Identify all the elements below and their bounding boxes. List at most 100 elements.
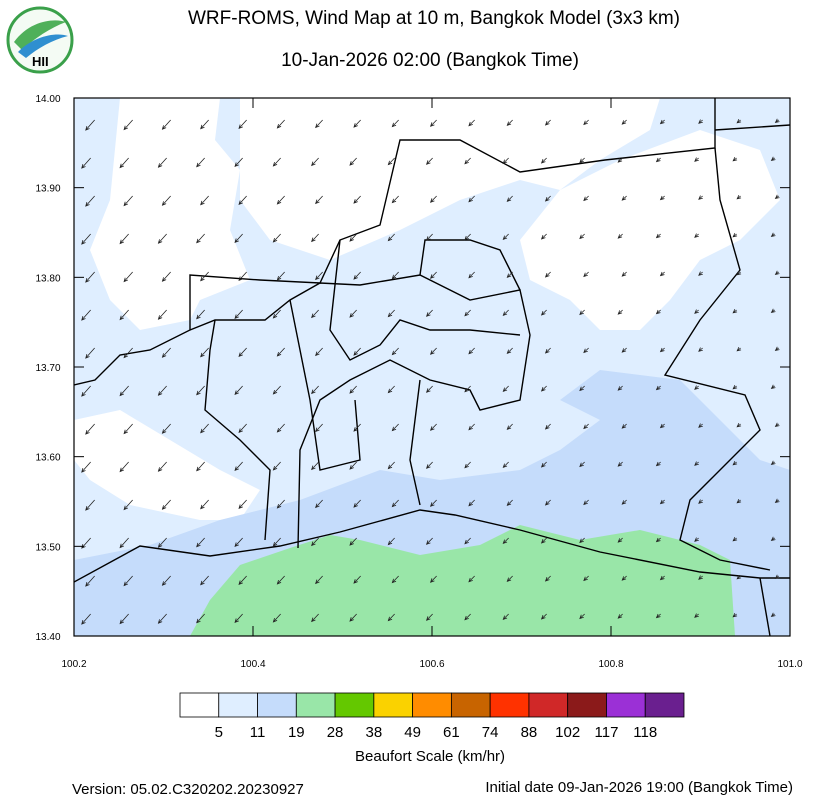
- wind-arrow: [238, 575, 247, 585]
- wind-arrow: [157, 613, 167, 624]
- wind-arrow: [732, 233, 738, 238]
- wind-arrow: [659, 347, 665, 353]
- wind-arrow: [540, 385, 547, 392]
- wind-arrow: [579, 309, 585, 316]
- wind-arrow: [85, 347, 95, 359]
- wind-arrow: [387, 233, 395, 242]
- colorbar-box: [644, 692, 685, 718]
- wind-arrow: [694, 537, 699, 542]
- wind-arrow: [430, 499, 437, 507]
- wind-arrow: [694, 613, 699, 618]
- wind-arrow: [391, 271, 399, 280]
- wind-arrow: [157, 309, 167, 320]
- wind-arrow: [502, 537, 509, 545]
- wind-arrow: [659, 423, 665, 429]
- wind-arrow: [238, 195, 247, 205]
- wind-arrow: [349, 537, 357, 546]
- wind-arrow: [196, 309, 205, 320]
- logo-text: HII: [32, 54, 49, 69]
- wind-arrow: [736, 575, 742, 580]
- wind-arrow: [502, 461, 509, 469]
- wind-arrow: [544, 499, 551, 506]
- wind-arrow: [238, 271, 247, 281]
- wind-arrow: [234, 461, 243, 471]
- wind-arrow: [353, 575, 361, 584]
- wind-arrow: [119, 233, 129, 245]
- wind-arrow: [157, 385, 167, 396]
- wind-arrow: [272, 461, 281, 471]
- wind-arrow: [234, 157, 243, 167]
- logo: HII: [6, 6, 74, 74]
- wind-arrow: [774, 346, 780, 351]
- wind-arrow: [196, 157, 205, 168]
- wind-arrow: [694, 309, 699, 314]
- colorbar-box: [450, 692, 491, 718]
- colorbar-label: 118: [633, 724, 657, 741]
- wind-arrow: [311, 613, 319, 623]
- colorbar-box: [412, 692, 452, 718]
- wind-arrow: [85, 423, 95, 435]
- wind-arrow: [468, 271, 475, 279]
- wind-arrow: [770, 460, 776, 465]
- wind-arrow: [736, 423, 742, 428]
- wind-arrow: [655, 157, 661, 163]
- wind-arrow: [698, 271, 703, 276]
- wind-arrow: [85, 119, 95, 131]
- y-tick-label: 13.60: [35, 453, 60, 464]
- wind-arrow: [161, 271, 171, 282]
- wind-arrow: [353, 347, 361, 356]
- wind-arrow: [770, 308, 776, 313]
- wind-arrow: [349, 157, 357, 166]
- wind-arrow: [391, 575, 399, 584]
- wind-arrow: [583, 119, 589, 126]
- wind-arrow: [238, 347, 247, 357]
- colorbar-box: [567, 692, 607, 718]
- wind-arrow: [540, 157, 547, 164]
- wind-arrow: [315, 575, 323, 585]
- wind-arrow: [426, 537, 433, 545]
- wind-arrow: [81, 157, 91, 169]
- colorbar-label: 19: [288, 724, 305, 741]
- wind-arrow: [655, 233, 661, 239]
- wind-arrow: [85, 575, 95, 587]
- wind-arrow: [468, 347, 475, 355]
- wind-arrow: [353, 423, 361, 432]
- wind-arrow: [276, 271, 285, 281]
- wind-arrow: [540, 613, 547, 620]
- wind-arrow: [387, 157, 395, 166]
- wind-arrow: [732, 309, 738, 314]
- colorbar-box: [295, 692, 336, 718]
- wind-arrow: [119, 613, 129, 625]
- wind-arrow: [119, 309, 129, 321]
- wind-arrow: [502, 385, 509, 393]
- wind-arrow: [161, 119, 171, 130]
- wind-arrow: [468, 575, 475, 583]
- wind-arrow: [464, 613, 471, 621]
- colorbar-label: 61: [443, 724, 460, 741]
- wind-arrow: [464, 461, 471, 469]
- wind-arrow: [391, 423, 399, 432]
- wind-arrow: [544, 195, 551, 202]
- y-tick-label: 13.90: [35, 184, 60, 195]
- x-tick-label: 100.2: [61, 659, 86, 670]
- wind-arrow: [391, 499, 399, 508]
- wind-arrow: [272, 613, 281, 623]
- wind-arrow: [770, 232, 776, 237]
- colorbar-box: [334, 692, 375, 718]
- wind-arrow: [506, 119, 513, 127]
- wind-arrow: [617, 613, 623, 619]
- colorbar-label: 74: [482, 724, 499, 741]
- wind-arrow: [732, 157, 738, 162]
- x-tick-label: 100.4: [240, 659, 265, 670]
- wind-arrow: [311, 233, 319, 243]
- colorbar-label: 102: [555, 724, 580, 741]
- wind-arrow: [157, 233, 167, 244]
- x-tick-label: 101.0: [777, 659, 802, 670]
- wind-arrow: [698, 119, 703, 124]
- wind-arrow: [774, 118, 780, 123]
- initial-date: Initial date 09-Jan-2026 19:00 (Bangkok …: [485, 779, 793, 796]
- wind-arrow: [659, 195, 665, 201]
- wind-arrow: [506, 195, 513, 203]
- wind-arrow: [659, 575, 665, 581]
